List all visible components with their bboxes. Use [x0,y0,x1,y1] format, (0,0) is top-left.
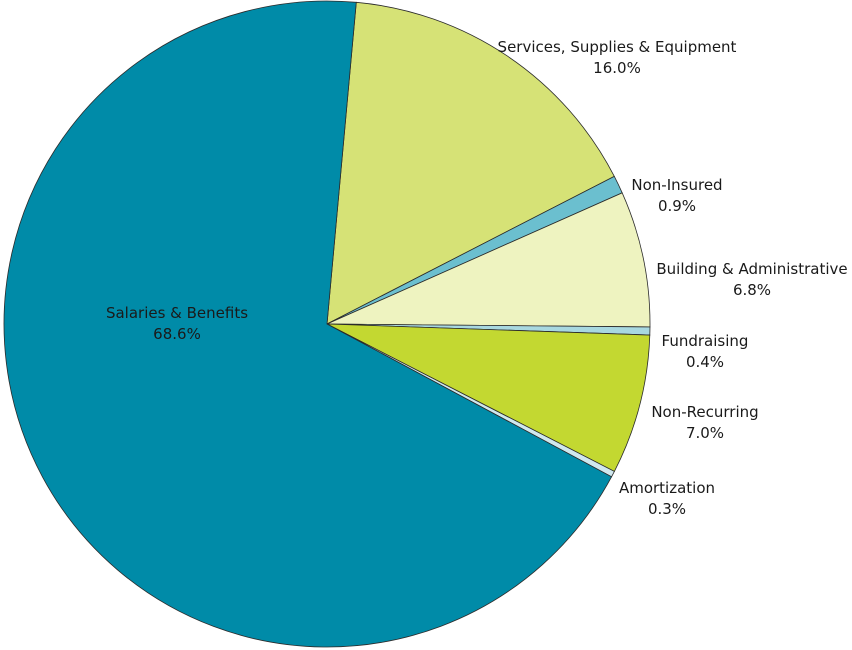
slice-label-non-recurring: Non-Recurring 7.0% [651,403,758,442]
pie-slices [3,0,651,648]
slice-value-amortization: 0.3% [648,500,686,518]
slice-value-salaries-and-benefits: 68.6% [153,325,201,343]
slice-name-salaries-and-benefits: Salaries & Benefits [106,304,248,322]
slice-value-non-insured: 0.9% [658,197,696,215]
pie-slice-salaries-and-benefits [3,0,613,648]
slice-name-fundraising: Fundraising [662,332,749,350]
slice-name-services-supplies-and-equipment: Services, Supplies & Equipment [498,38,737,56]
pie-slice-services-supplies-and-equipment [326,1,615,325]
slice-label-non-insured: Non-Insured 0.9% [631,176,722,215]
slice-value-services-supplies-and-equipment: 16.0% [593,59,641,77]
pie-labels: Services, Supplies & Equipment 16.0% Non-I… [106,38,848,518]
slice-name-non-recurring: Non-Recurring [651,403,758,421]
slice-value-non-recurring: 7.0% [686,424,724,442]
slice-label-amortization: Amortization 0.3% [619,479,715,518]
slice-name-amortization: Amortization [619,479,715,497]
slice-value-building-and-administrative: 6.8% [733,281,771,299]
pie-slice-non-recurring [326,323,651,472]
slice-label-fundraising: Fundraising 0.4% [662,332,749,371]
slice-name-non-insured: Non-Insured [631,176,722,194]
slice-label-salaries-and-benefits: Salaries & Benefits 68.6% [106,304,248,343]
slice-value-fundraising: 0.4% [686,353,724,371]
pie-slice-building-and-administrative [326,192,651,328]
slice-label-services-supplies-and-equipment: Services, Supplies & Equipment 16.0% [498,38,737,77]
slice-label-building-and-administrative: Building & Administrative 6.8% [656,260,847,299]
slice-name-building-and-administrative: Building & Administrative [656,260,847,278]
